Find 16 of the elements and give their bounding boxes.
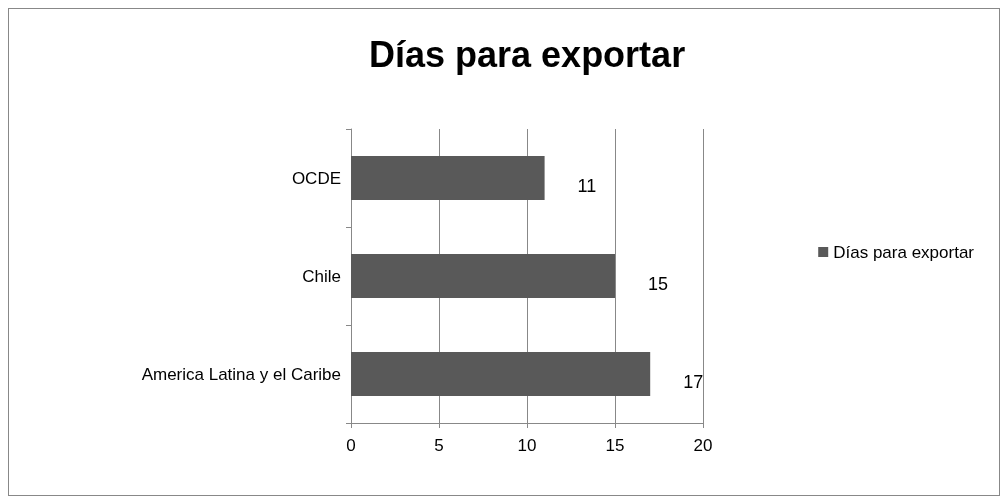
- x-tick-label: 5: [434, 436, 444, 455]
- y-tick-label: OCDE: [291, 168, 341, 188]
- x-tick-label: 10: [517, 436, 537, 455]
- data-label: 17: [683, 372, 704, 392]
- legend-label: Días para exportar: [833, 242, 975, 262]
- bar: [351, 155, 545, 201]
- x-tick-label: 0: [346, 436, 356, 455]
- x-tick-label: 20: [693, 436, 713, 455]
- bar: [351, 253, 615, 299]
- data-label: 15: [648, 274, 669, 294]
- bar: [351, 351, 651, 397]
- data-label: 11: [577, 176, 597, 196]
- y-tick-label: Chile: [302, 266, 341, 286]
- y-tick-label: America Latina y el Caribe: [141, 364, 341, 384]
- x-tick-label: 15: [605, 436, 625, 455]
- chart-title: Días para exportar: [369, 33, 686, 75]
